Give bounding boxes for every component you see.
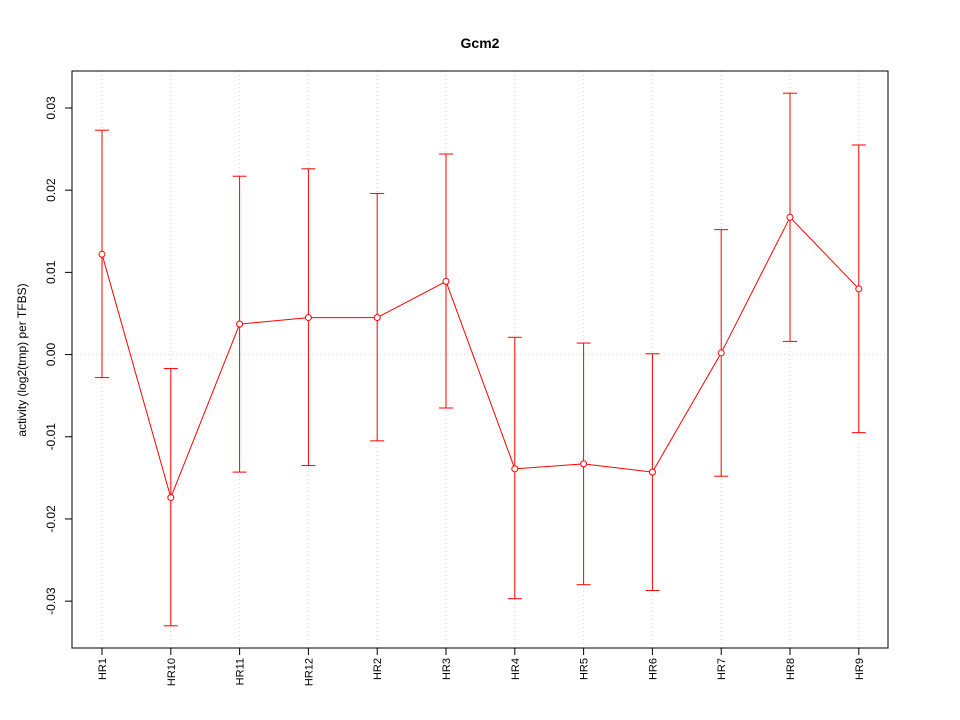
- x-tick-label: HR8: [785, 658, 797, 680]
- y-tick-label: 0.01: [44, 260, 58, 284]
- data-point: [511, 465, 519, 473]
- x-tick-label: HR2: [372, 658, 384, 680]
- y-axis: -0.03 -0.02 -0.01 0.00 0.01 0.02 0.03: [44, 96, 72, 615]
- data-point: [373, 314, 381, 322]
- x-tick-label: HR7: [716, 658, 728, 680]
- data-point: [786, 213, 794, 221]
- data-point: [304, 314, 312, 322]
- data-point: [98, 250, 106, 258]
- x-tick-label: HR10: [166, 658, 178, 686]
- error-bars: [95, 92, 866, 627]
- x-tick-label: HR4: [510, 658, 522, 680]
- x-tick-label: HR9: [854, 658, 866, 680]
- y-axis-label: activity (log2(tmp) per TFBS): [15, 283, 29, 436]
- chart-title: Gcm2: [461, 35, 500, 51]
- data-point: [855, 285, 863, 293]
- x-tick-label: HR5: [579, 658, 591, 680]
- data-point: [580, 460, 588, 468]
- grid-lines: [72, 71, 888, 648]
- y-tick-label: 0.00: [44, 343, 58, 367]
- plot-frame: [71, 70, 889, 649]
- data-point: [442, 277, 450, 285]
- data-point: [167, 494, 175, 502]
- x-tick-label: HR12: [303, 658, 315, 686]
- y-tick-label: -0.03: [44, 587, 58, 615]
- x-tick-label: HR6: [647, 658, 659, 680]
- y-tick-label: -0.01: [44, 423, 58, 451]
- x-tick-label: HR11: [235, 658, 247, 685]
- x-tick-label: HR3: [441, 658, 453, 680]
- series-line: [101, 216, 860, 500]
- y-tick-label: 0.03: [44, 96, 58, 120]
- series-group: [98, 213, 863, 502]
- y-tick-label: -0.02: [44, 505, 58, 533]
- x-tick-label: HR1: [97, 658, 109, 680]
- data-point: [717, 349, 725, 357]
- data-point: [236, 320, 244, 328]
- x-axis: HR1 HR10 HR11 HR12 HR2 HR3 HR4 HR5 HR6 HR7 HR8 HR9: [97, 648, 866, 686]
- data-point: [648, 468, 656, 476]
- y-tick-label: 0.02: [44, 178, 58, 202]
